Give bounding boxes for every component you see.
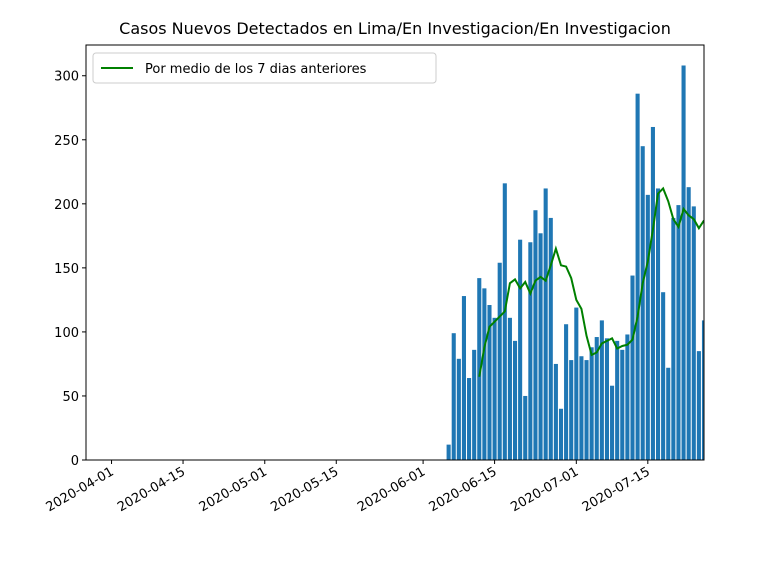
bar — [696, 351, 701, 460]
bar — [538, 233, 543, 460]
bar — [512, 340, 518, 460]
y-tick-label: 100 — [54, 326, 79, 341]
bar — [518, 239, 523, 460]
bar — [564, 324, 569, 460]
bar — [655, 188, 661, 460]
x-tick-label: 2020-07-15 — [580, 464, 653, 515]
bar — [615, 340, 620, 460]
bar — [701, 320, 704, 460]
bar — [451, 333, 456, 460]
bar — [691, 206, 696, 460]
chart-title: Casos Nuevos Detectados en Lima/En Inves… — [119, 19, 671, 38]
plot — [446, 65, 704, 460]
bar — [543, 188, 548, 460]
bar — [558, 408, 564, 460]
bar — [461, 296, 466, 460]
x-tick-label: 2020-06-01 — [355, 464, 428, 515]
bar — [625, 334, 630, 460]
bar — [661, 292, 666, 460]
bar — [477, 278, 482, 460]
bar — [630, 275, 635, 460]
bar — [579, 356, 584, 460]
x-tick-label: 2020-06-15 — [427, 464, 500, 515]
x-tick-label: 2020-05-01 — [197, 464, 270, 515]
bar — [640, 146, 645, 460]
legend-label: Por medio de los 7 dias anteriores — [145, 62, 367, 77]
bar — [650, 126, 655, 460]
bar — [645, 194, 650, 460]
bar — [446, 444, 451, 460]
bar — [681, 65, 686, 460]
bar — [482, 288, 487, 460]
y-tick-label: 200 — [54, 198, 79, 213]
bar — [635, 93, 640, 460]
bar — [467, 378, 472, 460]
bar — [569, 360, 574, 460]
legend-box — [92, 52, 437, 84]
bar — [507, 317, 512, 460]
bar — [487, 305, 492, 460]
bar — [533, 210, 538, 460]
x-tick-label: 2020-07-01 — [508, 464, 581, 515]
x-tick-label: 2020-04-15 — [115, 464, 188, 515]
bar — [620, 349, 625, 460]
bar — [599, 320, 604, 460]
y-tick-label: 0 — [71, 454, 79, 469]
bar — [584, 360, 589, 460]
x-tick-label: 2020-04-01 — [44, 464, 117, 515]
bar — [472, 349, 477, 460]
y-tick-label: 300 — [54, 70, 79, 85]
bar — [594, 337, 599, 460]
bar — [574, 307, 579, 460]
bar — [671, 217, 676, 460]
line — [478, 186, 704, 377]
bar — [502, 183, 507, 460]
bar — [523, 395, 528, 460]
bar — [548, 217, 553, 460]
bar — [666, 367, 671, 460]
bar — [686, 187, 691, 460]
bar — [528, 242, 533, 460]
y-tick-label: 150 — [54, 262, 79, 277]
bar — [676, 205, 681, 460]
y-tick-label: 250 — [54, 134, 79, 149]
y-tick-label: 50 — [62, 390, 79, 405]
bar — [456, 358, 461, 460]
x-tick-label: 2020-05-15 — [268, 464, 341, 515]
bar — [553, 363, 558, 460]
bar — [604, 338, 610, 460]
bar — [589, 347, 594, 460]
plot-frame — [85, 44, 705, 461]
bar — [610, 385, 615, 460]
bar — [492, 317, 497, 460]
bar — [497, 262, 502, 460]
